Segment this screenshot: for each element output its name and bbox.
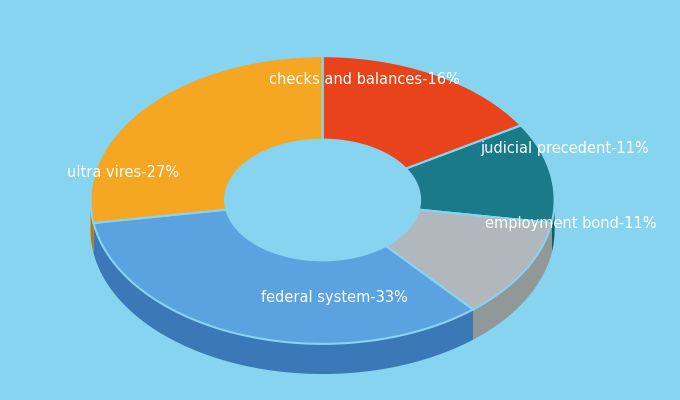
PathPatch shape bbox=[225, 200, 226, 240]
PathPatch shape bbox=[90, 200, 94, 253]
Text: checks and balances-16%: checks and balances-16% bbox=[269, 72, 460, 87]
PathPatch shape bbox=[226, 210, 386, 290]
PathPatch shape bbox=[386, 210, 419, 276]
PathPatch shape bbox=[386, 210, 551, 310]
PathPatch shape bbox=[90, 56, 322, 223]
PathPatch shape bbox=[473, 223, 551, 340]
Text: federal system-33%: federal system-33% bbox=[261, 290, 407, 305]
PathPatch shape bbox=[322, 56, 521, 169]
PathPatch shape bbox=[419, 200, 420, 240]
Text: judicial precedent-11%: judicial precedent-11% bbox=[480, 142, 649, 156]
Text: ultra vires-27%: ultra vires-27% bbox=[67, 165, 179, 180]
PathPatch shape bbox=[551, 200, 555, 253]
PathPatch shape bbox=[406, 126, 555, 223]
PathPatch shape bbox=[94, 210, 473, 344]
PathPatch shape bbox=[94, 223, 473, 374]
Text: employment bond-11%: employment bond-11% bbox=[485, 216, 656, 231]
